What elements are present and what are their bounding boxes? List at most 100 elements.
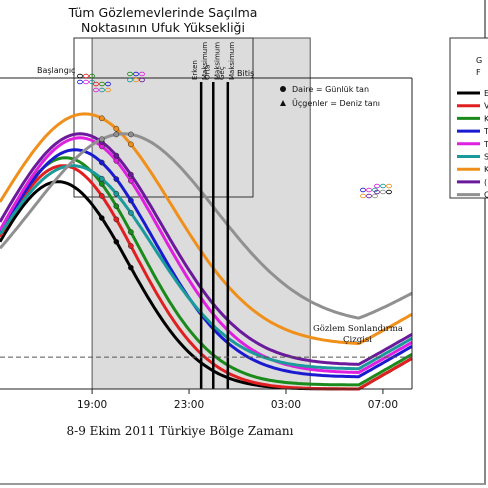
observatory-glyph [99,81,105,87]
series-marker-1-1 [113,216,120,223]
observatory-glyph [366,193,372,199]
legend-label-3: T [483,127,488,136]
maximum-sublabel-2: Maksimum [228,42,236,80]
observatory-glyph [133,71,139,77]
observatory-glyph [83,79,89,85]
series-marker-3-1 [113,176,120,182]
end-line-label-1: Gözlem Sonlandırma [313,324,403,334]
series-marker-2-2 [128,229,134,235]
x-axis-label: 8-9 Ekim 2011 Türkiye Bölge Zamanı [67,424,294,438]
observatory-glyph [77,73,83,79]
observatory-glyph [99,87,105,93]
legend-label-8: C [484,191,488,200]
series-layer [0,112,413,391]
chart-title-line-2: Noktasının Ufuk Yüksekliği [81,20,245,35]
series-marker-8-2 [128,131,134,138]
series-marker-4-1 [113,157,120,164]
legend-header-1: G [476,56,482,65]
series-marker-6-0 [98,115,105,122]
legend-label-5: S [484,153,488,162]
observatory-glyph [386,189,392,195]
legend-label-0: E [484,89,488,98]
series-marker-0-0 [98,215,105,221]
maximum-label-1: Orta [203,65,211,80]
observatory-glyph [374,189,380,195]
legend-label-6: K [484,165,488,174]
series-legend-box [449,37,488,199]
maximum-sublabel-1: Maksimum [213,42,221,80]
series-line-2 [0,156,413,387]
x-tick-label-3: 07:00 [368,399,398,411]
maximum-sublabel-0: Maksimum [201,42,209,80]
end-label: Bitiş [237,69,254,78]
series-marker-8-0 [98,136,105,143]
observatory-glyph [89,79,95,85]
circle-marker-note: Daire = Günlük tan [292,85,369,94]
series-line-4 [0,136,413,375]
x-tick-label-1: 23:00 [174,399,204,411]
legend-label-2: K [484,114,488,123]
series-marker-4-2 [128,177,134,184]
x-tick-label-0: 19:00 [77,399,107,411]
start-label: Başlangıç [37,66,75,75]
legend-label-1: V [484,102,488,111]
marker-layer [98,115,134,271]
series-marker-5-2 [128,210,134,216]
series-marker-0-1 [113,238,120,245]
circle-marker-key [280,86,286,92]
observatory-glyph [77,79,83,85]
observatory-glyph [360,193,366,199]
series-marker-3-0 [98,159,105,166]
triangle-marker-key [280,100,286,106]
triangle-marker-note: Üçgenler = Deniz tanı [292,98,380,108]
legend-label-7: ( [484,178,487,187]
observatory-glyph [105,87,111,93]
series-marker-5-1 [113,190,120,197]
observatory-glyph [374,183,380,189]
series-line-6 [0,112,413,346]
observatory-glyph [133,77,139,83]
observatory-glyph [380,189,386,195]
observatory-glyph [360,187,366,193]
series-marker-0-2 [128,264,134,271]
series-line-7 [0,132,413,366]
series-marker-8-1 [113,131,120,138]
series-line-3 [0,148,413,379]
series-marker-3-2 [128,197,134,204]
observatory-glyph [366,187,372,193]
series-marker-6-2 [128,141,134,148]
observatory-glyph [127,71,133,77]
series-marker-7-1 [113,152,120,159]
maximum-label-2: Geç [218,66,226,80]
observatory-glyph [139,71,145,77]
legend-label-4: T [483,140,488,149]
observatory-glyph [380,183,386,189]
chart-title-line-1: Tüm Gözlemevlerinde Saçılma [68,5,258,20]
observatory-glyph [93,81,99,87]
series-marker-2-1 [113,203,120,210]
series-marker-6-1 [113,125,120,132]
observatory-glyph [139,77,145,83]
series-marker-7-2 [128,171,134,178]
observatory-glyph [105,81,111,87]
series-marker-2-0 [98,181,105,187]
observatory-glyph [127,77,133,83]
legend-header-2: F [476,68,481,77]
end-line-label-2: Çizgisi [343,335,372,345]
x-tick-label-2: 03:00 [271,399,301,411]
x-tick-layer: 19:00 23:00 03:00 07:00 [77,389,398,411]
title-box [73,37,254,198]
series-marker-1-2 [128,243,134,249]
series-marker-5-0 [98,175,105,182]
maximum-label-0: Erken [191,60,199,80]
series-line-8 [0,132,413,320]
observatory-glyph [93,87,99,93]
series-marker-1-0 [98,193,105,199]
observatory-glyph [89,73,95,79]
observatory-glyph-clusters [77,71,392,199]
observatory-glyph [372,193,378,199]
